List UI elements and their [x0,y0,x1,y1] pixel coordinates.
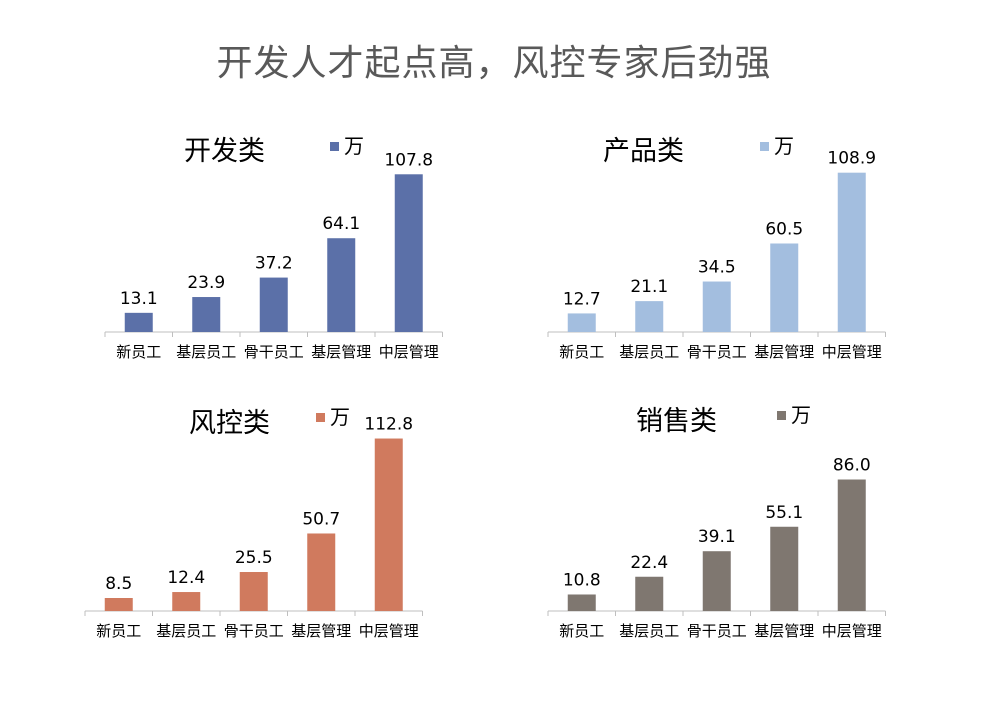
data-label-sales: 22.4 [630,553,668,573]
bar-sales [635,576,664,611]
bar-product [635,301,664,332]
category-label-sales: 基层员工 [619,622,679,640]
data-label-product: 108.9 [827,149,876,169]
data-label-product: 12.7 [563,289,601,309]
chart-panel-sales: 销售类 万 10.8 新员工 22.4 基层员工 39.1 骨干员工 55.1 基层管理 86.0 中… [494,400,988,718]
category-label-development: 基层员工 [176,343,236,361]
category-label-product: 骨干员工 [687,343,747,361]
data-label-risk-control: 112.8 [364,415,413,435]
bar-product [770,243,799,332]
category-label-product: 中层管理 [822,343,882,361]
data-label-development: 64.1 [322,214,360,234]
bar-risk-control [172,592,201,611]
category-label-risk-control: 新员工 [96,622,141,640]
category-label-development: 新员工 [116,343,161,361]
chart-title-product: 产品类 [603,136,684,167]
legend-label-sales: 万 [791,403,811,427]
data-label-risk-control: 25.5 [235,548,273,568]
chart-svg-sales: 销售类 万 10.8 新员工 22.4 基层员工 39.1 骨干员工 55.1 基层管理 86.0 中… [547,403,886,640]
chart-title-risk-control: 风控类 [189,408,270,439]
bar-development [394,174,423,332]
data-label-product: 34.5 [698,258,736,278]
bar-product [837,172,866,332]
data-label-development: 107.8 [384,150,433,170]
data-label-sales: 86.0 [833,456,871,476]
category-label-risk-control: 基层员工 [156,622,216,640]
data-label-risk-control: 12.4 [167,568,205,588]
data-label-development: 13.1 [120,289,158,309]
chart-svg-development: 开发类 万 13.1 新员工 23.9 基层员工 37.2 骨干员工 64.1 基层管理 107.8… [104,134,443,361]
bar-risk-control [374,438,403,611]
category-label-product: 基层管理 [754,343,814,361]
legend-label-risk-control: 万 [330,405,350,429]
category-label-risk-control: 基层管理 [291,622,351,640]
chart-panel-development: 开发类万 13.1 新员工 23.9 基层员工 37.2 骨干员工 64.1 基层管理 107.8… [0,122,494,440]
chart-panel-risk-control: 风控类 万 8.5 新员工 12.4 基层员工 25.5 骨干员工 50.7 基层管理 112.8 中… [0,400,494,718]
bar-risk-control [239,572,268,611]
chart-panel-product: 产品类万 12.7 新员工 21.1 基层员工 34.5 骨干员工 60.5 基层管理 108.9… [494,122,988,440]
bar-development [192,297,221,332]
legend-swatch-product [760,142,769,151]
bar-product [702,281,731,332]
category-label-product: 新员工 [559,343,604,361]
data-label-development: 23.9 [187,273,225,293]
legend-swatch-risk-control [316,413,325,422]
bar-development [259,277,288,332]
legend-swatch-sales [777,411,786,420]
data-label-product: 21.1 [630,277,668,297]
legend-label-development: 万 [344,134,364,158]
data-label-sales: 55.1 [765,503,803,523]
category-label-risk-control: 中层管理 [359,622,419,640]
data-label-risk-control: 50.7 [302,509,340,529]
data-label-sales: 10.8 [563,570,601,590]
bar-development [124,312,153,332]
bar-development [327,238,356,332]
data-label-risk-control: 8.5 [105,574,132,594]
category-label-sales: 基层管理 [754,622,814,640]
data-label-sales: 39.1 [698,527,736,547]
legend-label-product: 万 [774,134,794,158]
category-label-development: 骨干员工 [244,343,304,361]
category-label-sales: 新员工 [559,622,604,640]
category-label-sales: 中层管理 [822,622,882,640]
bar-product [567,313,596,332]
bar-sales [770,526,799,611]
category-label-development: 基层管理 [311,343,371,361]
category-label-risk-control: 骨干员工 [224,622,284,640]
bar-sales [837,479,866,611]
bar-sales [702,551,731,611]
chart-title-sales: 销售类 [636,406,717,437]
bar-risk-control [104,598,133,611]
category-label-development: 中层管理 [379,343,439,361]
chart-title-development: 开发类 [184,136,265,167]
chart-svg-product: 产品类 万 12.7 新员工 21.1 基层员工 34.5 骨干员工 60.5 基层管理 108.9… [547,134,886,361]
page-title: 开发人才起点高，风控专家后劲强 [216,43,772,84]
category-label-product: 基层员工 [619,343,679,361]
bar-risk-control [307,533,336,611]
category-label-sales: 骨干员工 [687,622,747,640]
chart-svg-risk-control: 风控类 万 8.5 新员工 12.4 基层员工 25.5 骨干员工 50.7 基层管理 112.8 中… [84,405,423,640]
data-label-product: 60.5 [765,219,803,239]
legend-swatch-development [330,142,339,151]
data-label-development: 37.2 [255,254,293,274]
bar-sales [567,594,596,611]
